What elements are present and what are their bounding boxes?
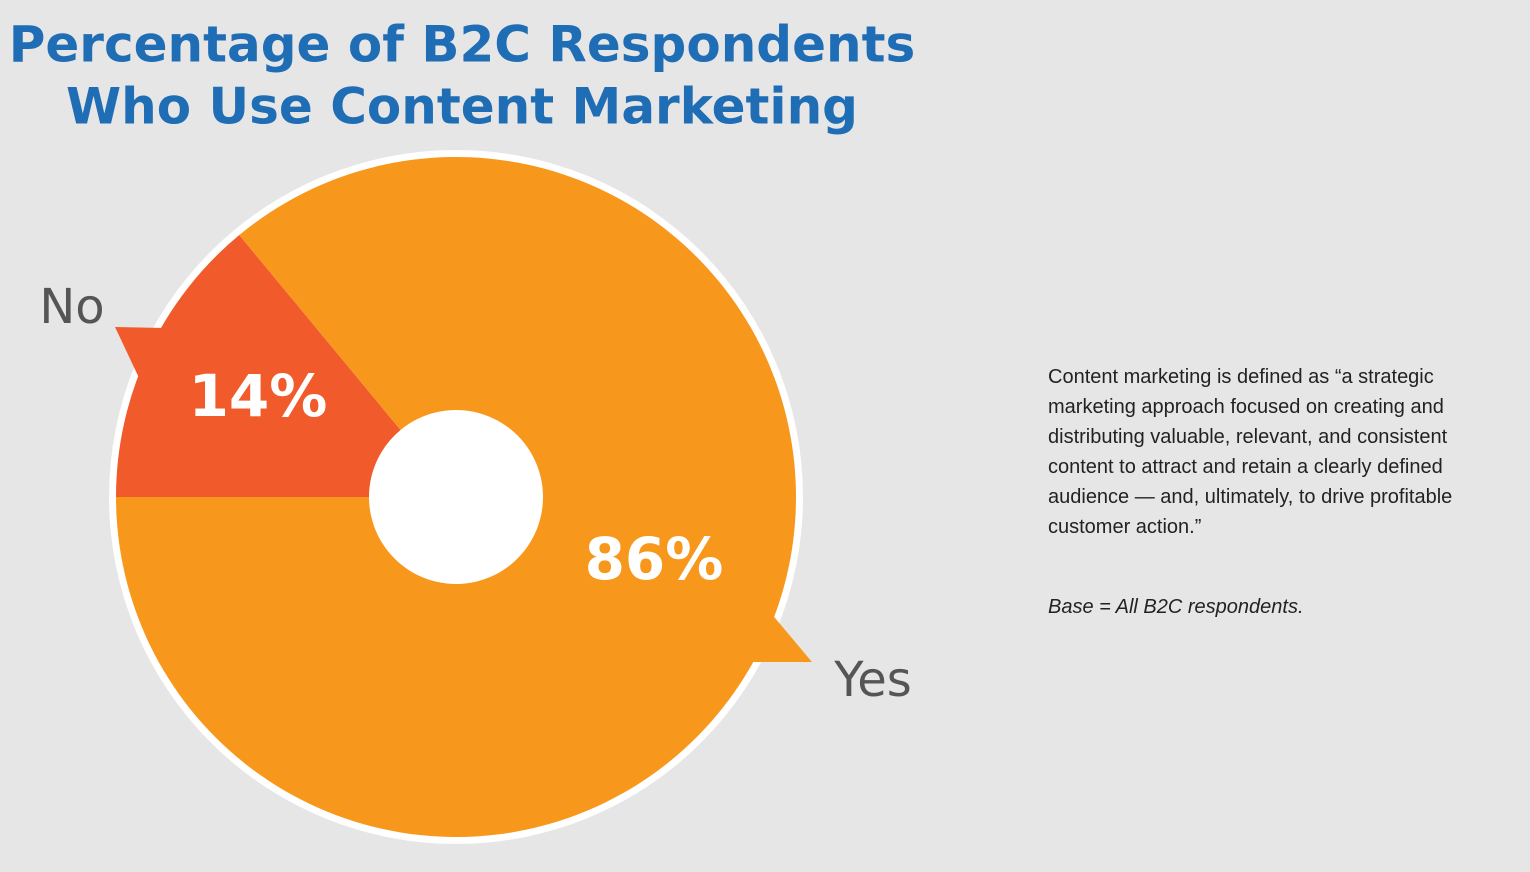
category-label: Yes xyxy=(833,652,911,708)
chart-title: Who Use Content Marketing xyxy=(66,78,858,136)
pie-slice xyxy=(116,235,401,497)
value-label: 14% xyxy=(189,362,328,430)
value-label: 86% xyxy=(585,525,724,593)
pie-slice xyxy=(116,156,796,838)
category-label: No xyxy=(39,279,104,335)
definition-note: Content marketing is defined as “a strat… xyxy=(1048,366,1453,538)
callout-pointer xyxy=(115,327,165,380)
base-note: Base = All B2C respondents. xyxy=(1048,596,1304,618)
chart-title: Percentage of B2C Respondents xyxy=(9,16,916,74)
